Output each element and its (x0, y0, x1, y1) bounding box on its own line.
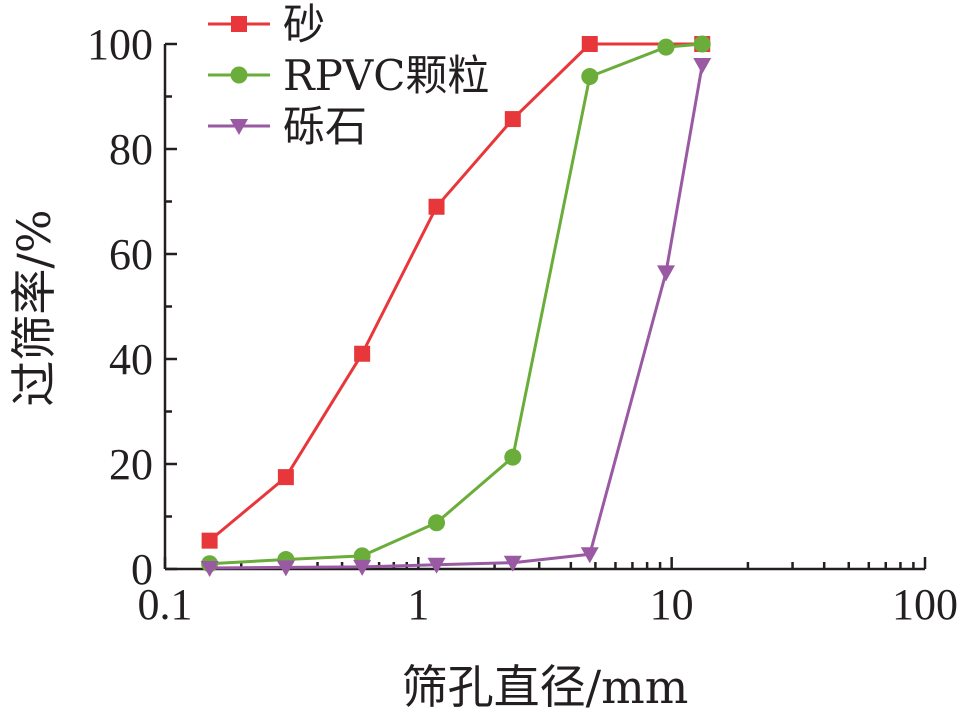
legend-item: 砂 (208, 0, 325, 49)
x-tick-label: 10 (650, 580, 694, 629)
legend-item: 砾石 (208, 102, 367, 151)
y-axis-title: 过筛率/% (7, 209, 61, 406)
data-point (201, 532, 218, 549)
data-point (580, 547, 599, 564)
series-2 (201, 35, 711, 573)
y-tick-label: 100 (87, 20, 153, 69)
data-point (503, 555, 522, 572)
x-axis-title: 筛孔直径/mm (402, 660, 689, 714)
legend-marker (231, 16, 247, 32)
ticks: 0 20 40 60 80 100 0.1 1 10 100 (87, 20, 958, 629)
data-point (353, 559, 372, 576)
data-point (657, 38, 675, 56)
series-layer (200, 35, 712, 577)
data-point (693, 35, 711, 53)
series-line (209, 64, 704, 570)
data-point (581, 68, 599, 86)
data-point (581, 36, 598, 52)
y-tick-label: 0 (131, 545, 153, 594)
data-point (504, 448, 522, 466)
data-point (693, 58, 712, 74)
data-point (200, 560, 219, 577)
x-tick-label: 0.1 (138, 580, 193, 629)
x-tick-label: 100 (892, 580, 958, 629)
data-point (354, 345, 371, 362)
legend-label: 砾石 (283, 102, 367, 151)
y-tick-label: 60 (109, 230, 153, 279)
x-tick-label: 1 (407, 580, 429, 629)
series-3 (200, 58, 712, 577)
data-point (277, 469, 294, 486)
y-tick-label: 20 (109, 440, 153, 489)
data-point (504, 111, 521, 128)
legend-item: RPVC颗粒 (208, 51, 489, 100)
legend-label: RPVC颗粒 (283, 51, 489, 100)
legend-marker (230, 66, 248, 84)
legend-label: 砂 (283, 0, 325, 49)
data-point (428, 198, 445, 215)
y-tick-label: 40 (109, 335, 153, 384)
data-point (276, 560, 295, 577)
y-tick-label: 80 (109, 125, 153, 174)
data-point (428, 514, 446, 532)
series-1 (201, 36, 711, 549)
data-point (657, 265, 676, 282)
legend-marker (230, 119, 248, 135)
data-point (427, 557, 446, 574)
series-line (209, 42, 703, 566)
axes (163, 44, 925, 571)
